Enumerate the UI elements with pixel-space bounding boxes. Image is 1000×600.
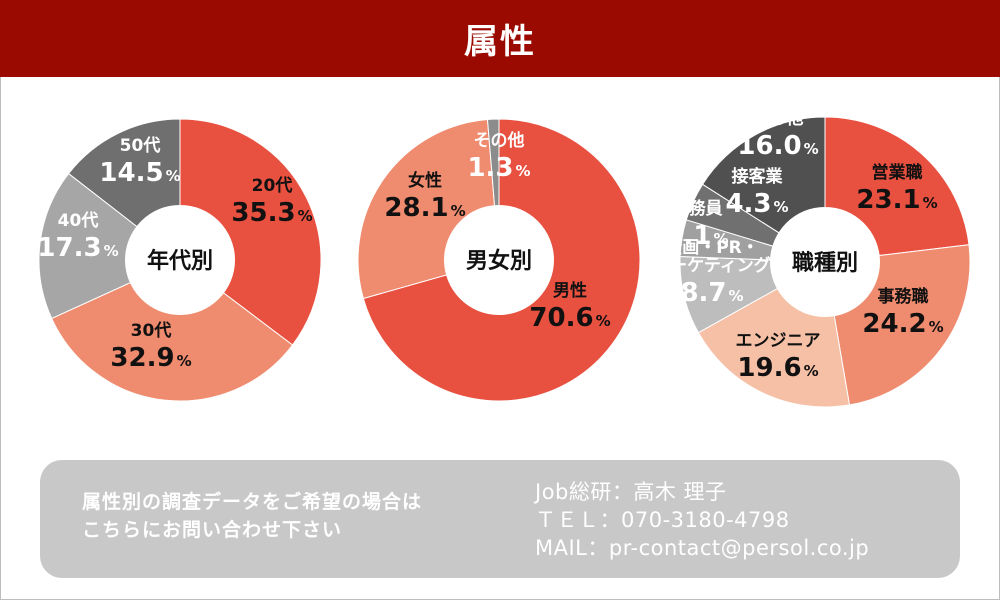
chart-1-slice-1 (179, 118, 322, 346)
chart-1-slice-4-label: 50代 (120, 135, 161, 156)
chart-2-slice-2-value: 28.1% (384, 193, 465, 223)
page-header: 属性 (0, 0, 1000, 77)
chart-3-slice-4-value: 8.7% (680, 278, 743, 308)
contact-message-line-1: 属性別の調査データをご希望の場合は (82, 491, 423, 513)
chart-3-slice-5-value: 4.1% (665, 221, 728, 251)
chart-2-slice-2-label: 女性 (408, 170, 442, 191)
chart-3-slice-3-label: エンジニア (736, 331, 821, 351)
chart-1-title: 年代別 (147, 248, 213, 274)
chart-3-slice-4-label-2: マーケティング (653, 255, 771, 276)
chart-3-title: 職種別 (792, 250, 858, 276)
chart-3-slice-6-value: 4.3% (725, 189, 788, 219)
chart-1-slice-3-label: 40代 (58, 210, 99, 231)
chart-1-slice-4-value: 14.5% (99, 158, 180, 188)
chart-2-slice-3-value: 1.3% (467, 153, 530, 183)
chart-3-slice-5-label: 公務員 (672, 198, 723, 219)
chart-2-title: 男女別 (466, 248, 532, 274)
chart-1-slice-2-value: 32.9% (110, 343, 191, 373)
contact-tel: ＴＥＬ：070-3180-4798 (535, 508, 790, 532)
chart-3-slice-2-value: 24.2% (862, 309, 943, 339)
contact-message-line-2: こちらにお問い合わせ下さい (82, 519, 343, 541)
chart-1-hole (125, 205, 235, 315)
contact-name: Job総研：高木 理子 (535, 480, 727, 504)
page-title: 属性 (464, 22, 536, 62)
chart-1-slice-2-label: 30代 (131, 320, 172, 341)
contact-box: 属性別の調査データをご希望の場合は こちらにお問い合わせ下さい Job総研：高木… (40, 460, 960, 578)
chart-3-slice-3-value: 19.6% (737, 353, 818, 383)
chart-3-slice-7-label: その他 (753, 108, 804, 129)
chart-1-slice-2 (51, 259, 294, 402)
chart-1-slice-3-value: 17.3% (37, 233, 118, 263)
chart-1-slice-1-label: 20代 (252, 175, 293, 196)
chart-1-slice-3 (38, 172, 181, 320)
contact-info: Job総研：高木 理子 ＴＥＬ：070-3180-4798 MAIL：pr-co… (535, 478, 869, 562)
chart-2-hole (444, 205, 554, 315)
chart-2-slice-1-label: 男性 (553, 280, 587, 301)
chart-3-slice-1-label: 営業職 (872, 162, 923, 183)
chart-3-slice-7-value: 16.0% (737, 131, 818, 161)
chart-3-slice-1-value: 23.1% (856, 185, 937, 215)
chart-2-slice-3-label: その他 (474, 130, 525, 151)
chart-3-slice-6-label: 接客業 (732, 166, 783, 187)
chart-3-slice-4-label-1: 企画・PR・ (664, 237, 759, 258)
contact-message: 属性別の調査データをご希望の場合は こちらにお問い合わせ下さい (82, 488, 422, 544)
chart-3-hole (770, 207, 880, 317)
contact-mail[interactable]: MAIL：pr-contact@persol.co.jp (535, 536, 870, 560)
chart-1-slice-1-value: 35.3% (231, 198, 312, 228)
chart-2-slice-1-value: 70.6% (529, 303, 610, 333)
chart-3-slice-2-label: 事務職 (878, 286, 929, 307)
